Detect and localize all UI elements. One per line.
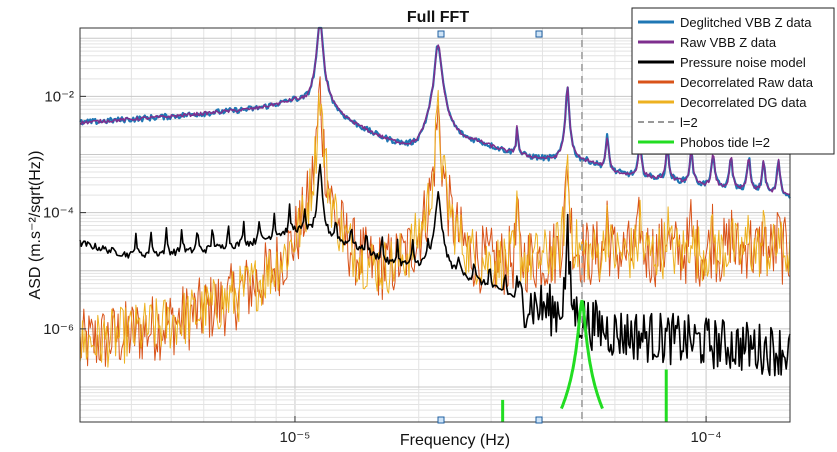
- y-tick-label: 10⁻⁶: [43, 321, 74, 338]
- axis-handle[interactable]: [437, 416, 445, 424]
- phobos-tide-line: [559, 299, 604, 410]
- y-axis-label: ASD (m.s⁻²/sqrt(Hz)): [27, 151, 44, 300]
- legend-entry: Raw VBB Z data: [680, 35, 777, 50]
- legend-entry: Pressure noise model: [680, 55, 806, 70]
- axis-handle[interactable]: [535, 416, 543, 424]
- legend-entry: Decorrelated DG data: [680, 95, 807, 110]
- ticks: 10⁻⁵ 10⁻⁴ 10⁻⁶ 10⁻⁴ 10⁻²: [43, 88, 722, 446]
- curves: [79, 26, 791, 422]
- legend-entry: Phobos tide l=2: [680, 135, 770, 150]
- chart-title: Full FFT: [407, 9, 469, 26]
- x-tick-label: 10⁻⁵: [280, 429, 311, 446]
- series-line-pressure-noise-model: [79, 163, 791, 377]
- legend: Deglitched VBB Z data Raw VBB Z data Press…: [631, 7, 835, 155]
- y-tick-label: 10⁻⁴: [43, 205, 74, 222]
- legend-entry: Decorrelated Raw data: [680, 75, 814, 90]
- plot-frame: [79, 27, 791, 423]
- legend-entry: l=2: [680, 115, 698, 130]
- legend-entry: Deglitched VBB Z data: [680, 15, 812, 30]
- series-line-decorrelated-dg-data: [79, 89, 791, 368]
- series-line-raw-vbb-z-data: [79, 27, 791, 196]
- axis-handles: [437, 30, 543, 424]
- axis-handle[interactable]: [437, 30, 445, 38]
- x-axis-label: Frequency (Hz): [400, 432, 510, 449]
- y-tick-label: 10⁻²: [44, 88, 74, 105]
- x-tick-label: 10⁻⁴: [691, 429, 722, 446]
- axis-handle[interactable]: [535, 30, 543, 38]
